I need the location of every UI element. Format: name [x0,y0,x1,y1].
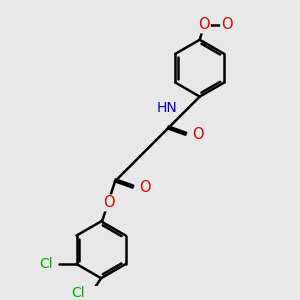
Text: O: O [198,17,210,32]
Text: Cl: Cl [39,257,52,271]
Text: Cl: Cl [71,286,85,300]
Text: O: O [192,127,203,142]
Text: HN: HN [157,101,178,115]
Text: O: O [103,195,115,210]
Text: O: O [139,180,151,195]
Text: O: O [221,17,233,32]
